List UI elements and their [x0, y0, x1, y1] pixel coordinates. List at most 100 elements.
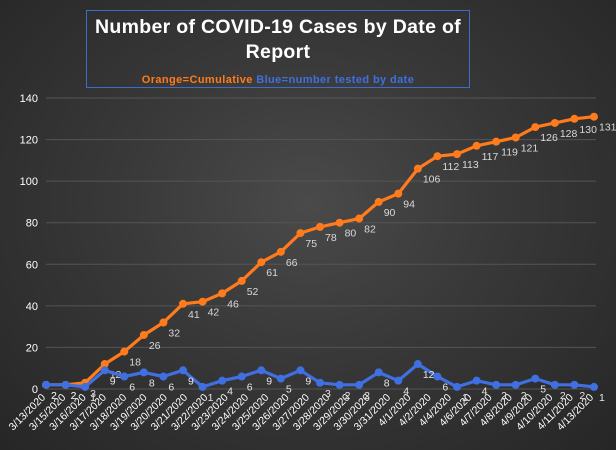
- tested-data-label: 4: [482, 386, 488, 398]
- cumulative-point: [276, 247, 285, 256]
- cumulative-data-label: 18: [129, 357, 141, 369]
- tested-point: [257, 366, 266, 375]
- chart-title-line-1: Number of COVID-19 Cases by Date of: [95, 16, 461, 38]
- cumulative-point: [433, 152, 442, 161]
- cumulative-data-label: 90: [384, 207, 396, 219]
- cumulative-data-label: 94: [403, 199, 415, 211]
- cumulative-data-label: 131: [599, 122, 616, 134]
- cumulative-data-label: 66: [286, 257, 298, 269]
- chart-title-line-2: Report: [245, 41, 311, 63]
- cumulative-point: [374, 197, 383, 206]
- tested-point: [570, 380, 579, 389]
- tested-point: [531, 374, 540, 383]
- tested-data-label: 2: [345, 390, 351, 402]
- tested-point: [218, 376, 227, 385]
- y-tick-label: 40: [26, 301, 38, 313]
- cumulative-data-label: 130: [579, 124, 597, 136]
- tested-point: [472, 376, 481, 385]
- cumulative-data-label: 82: [364, 224, 376, 236]
- tested-point: [139, 368, 148, 377]
- tested-point: [374, 368, 383, 377]
- tested-data-label: 12: [423, 369, 435, 381]
- cumulative-point: [296, 229, 305, 238]
- cumulative-point: [257, 258, 266, 267]
- tested-data-label: 6: [129, 382, 135, 394]
- tested-data-label: 2: [71, 390, 77, 402]
- subtitle-orange: Orange=Cumulative: [141, 74, 253, 86]
- tested-point: [413, 360, 422, 369]
- tested-point: [550, 380, 559, 389]
- tested-point: [590, 382, 598, 391]
- tested-point: [335, 380, 344, 389]
- cumulative-data-label: 106: [423, 174, 441, 186]
- cumulative-point: [355, 214, 364, 223]
- cumulative-data-label: 26: [149, 340, 161, 352]
- tested-point: [100, 366, 109, 375]
- tested-data-label: 5: [540, 384, 546, 396]
- cumulative-data-label: 41: [188, 309, 200, 321]
- cumulative-point: [198, 297, 207, 306]
- tested-data-label: 9: [266, 375, 272, 387]
- y-tick-label: 80: [26, 218, 38, 230]
- tested-point: [296, 366, 305, 375]
- cumulative-point: [139, 330, 148, 339]
- cumulative-point: [159, 318, 168, 327]
- cumulative-point: [237, 276, 246, 285]
- cumulative-data-label: 119: [501, 147, 518, 159]
- cumulative-data-label: 32: [168, 327, 180, 339]
- title-box: Number of COVID-19 Cases by Date of Repo…: [86, 10, 470, 88]
- tested-data-label: 4: [227, 386, 233, 398]
- tested-point: [81, 382, 90, 391]
- cumulative-data-label: 126: [540, 132, 558, 144]
- y-tick-label: 0: [32, 384, 38, 396]
- cumulative-data-label: 42: [208, 307, 220, 319]
- tested-data-label: 9: [110, 375, 116, 387]
- tested-data-label: 2: [560, 390, 566, 402]
- y-tick-label: 120: [20, 135, 38, 147]
- tested-point: [394, 376, 403, 385]
- cumulative-point: [570, 114, 579, 123]
- tested-point: [355, 380, 364, 389]
- cumulative-data-label: 46: [227, 298, 239, 310]
- cumulative-data-label: 61: [266, 267, 278, 279]
- tested-data-label: 3: [325, 388, 331, 400]
- cumulative-data-label: 80: [345, 228, 357, 240]
- y-tick-label: 20: [26, 342, 38, 354]
- tested-point: [433, 372, 442, 381]
- cumulative-point: [179, 299, 187, 308]
- cumulative-data-label: 2: [71, 390, 77, 402]
- tested-data-label: 1: [208, 392, 214, 404]
- tested-data-label: 2: [521, 390, 527, 402]
- tested-point: [492, 380, 501, 389]
- tested-data-label: 9: [188, 375, 194, 387]
- cumulative-point: [453, 150, 461, 159]
- tested-data-label: 1: [462, 392, 468, 404]
- cumulative-point: [413, 164, 422, 173]
- tested-data-label: 1: [599, 392, 605, 404]
- tested-point: [276, 374, 285, 383]
- y-tick-label: 100: [20, 176, 38, 188]
- cumulative-data-label: 2: [51, 390, 57, 402]
- cumulative-point: [100, 360, 109, 369]
- tested-data-label: 2: [501, 390, 507, 402]
- cumulative-data-label: 117: [482, 151, 499, 163]
- cumulative-data-label: 3: [90, 388, 96, 400]
- subtitle-blue: Blue=number tested by date: [256, 74, 415, 86]
- tested-data-label: 8: [384, 377, 390, 389]
- cumulative-data-label: 113: [462, 159, 479, 171]
- cumulative-data-label: 112: [442, 161, 459, 173]
- tested-point: [179, 366, 187, 375]
- tested-point: [511, 380, 520, 389]
- tested-point: [316, 378, 324, 387]
- tested-data-label: 2: [51, 390, 57, 402]
- cumulative-point: [511, 133, 520, 142]
- cumulative-point: [590, 112, 598, 121]
- cumulative-point: [492, 137, 501, 146]
- cumulative-point: [335, 218, 344, 227]
- cumulative-point: [316, 222, 324, 231]
- cumulative-data-label: 128: [560, 128, 578, 140]
- tested-data-label: 5: [286, 384, 292, 396]
- tested-point: [159, 372, 168, 381]
- y-tick-label: 140: [20, 93, 38, 105]
